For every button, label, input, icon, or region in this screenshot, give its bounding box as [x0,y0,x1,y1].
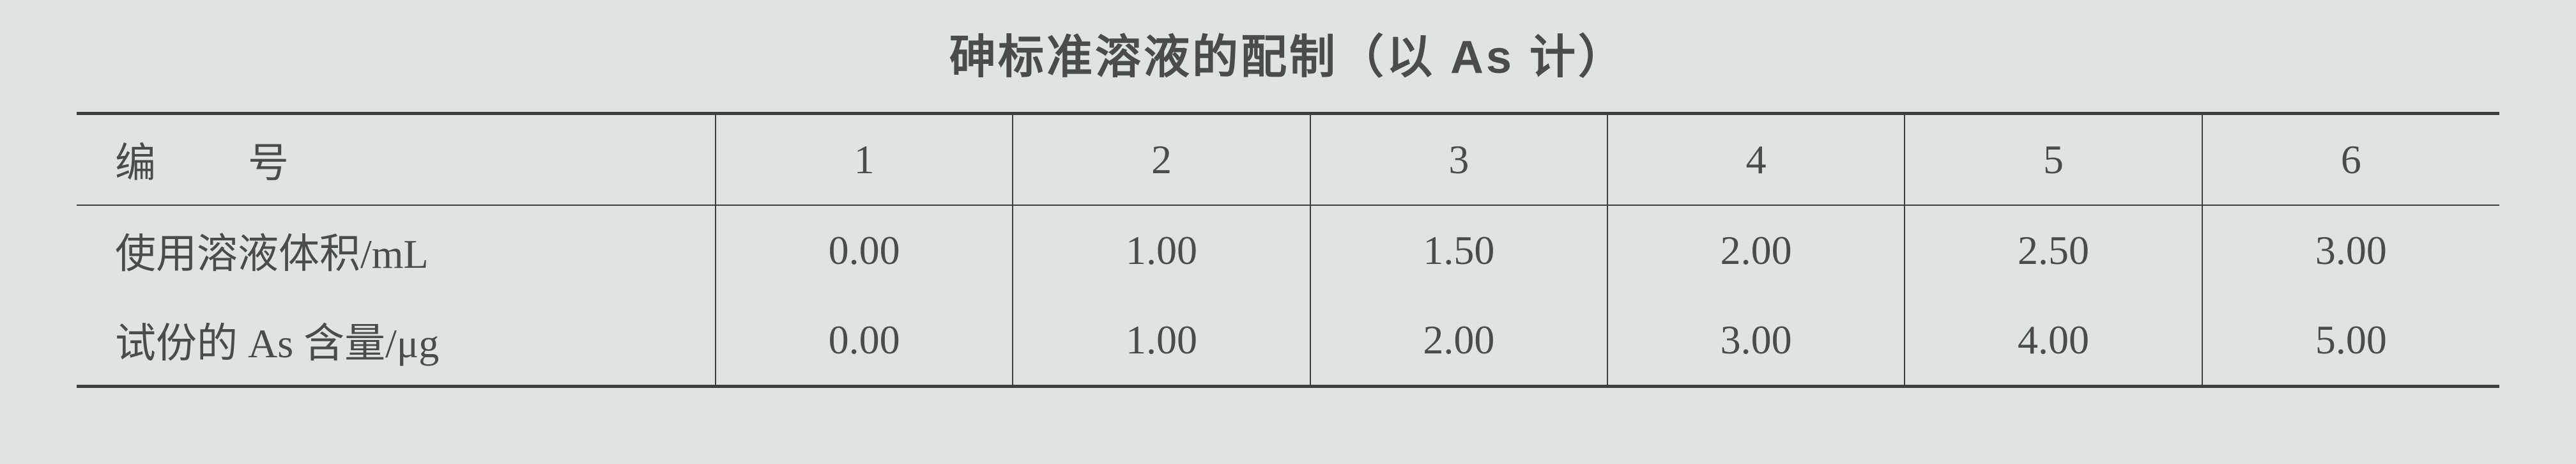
cell: 1.00 [1013,205,1310,295]
table-header-row: 编 号 1 2 3 4 5 6 [77,114,2499,206]
cell: 1.50 [1310,205,1607,295]
row-label: 使用溶液体积/mL [77,205,716,295]
header-col-2: 2 [1013,114,1310,206]
header-col-6: 6 [2202,114,2499,206]
cell: 3.00 [2202,205,2499,295]
table-row: 试份的 As 含量/μg 0.00 1.00 2.00 3.00 4.00 5.… [77,295,2499,387]
cell: 2.50 [1905,205,2202,295]
standard-solution-table: 编 号 1 2 3 4 5 6 使用溶液体积/mL 0.00 1.00 1.50… [77,112,2499,388]
header-col-5: 5 [1905,114,2202,206]
cell: 1.00 [1013,295,1310,387]
table-row: 使用溶液体积/mL 0.00 1.00 1.50 2.00 2.50 3.00 [77,205,2499,295]
cell: 5.00 [2202,295,2499,387]
table-title: 砷标准溶液的配制（以 As 计） [77,19,2499,86]
row-label: 试份的 As 含量/μg [77,295,716,387]
header-col-4: 4 [1607,114,1905,206]
header-col-1: 1 [716,114,1013,206]
cell: 4.00 [1905,295,2202,387]
cell: 2.00 [1310,295,1607,387]
page: 砷标准溶液的配制（以 As 计） 编 号 1 2 3 4 5 6 使用溶液体积/… [0,0,2576,464]
cell: 3.00 [1607,295,1905,387]
header-label: 编 号 [77,114,716,206]
header-col-3: 3 [1310,114,1607,206]
cell: 0.00 [716,295,1013,387]
cell: 2.00 [1607,205,1905,295]
cell: 0.00 [716,205,1013,295]
